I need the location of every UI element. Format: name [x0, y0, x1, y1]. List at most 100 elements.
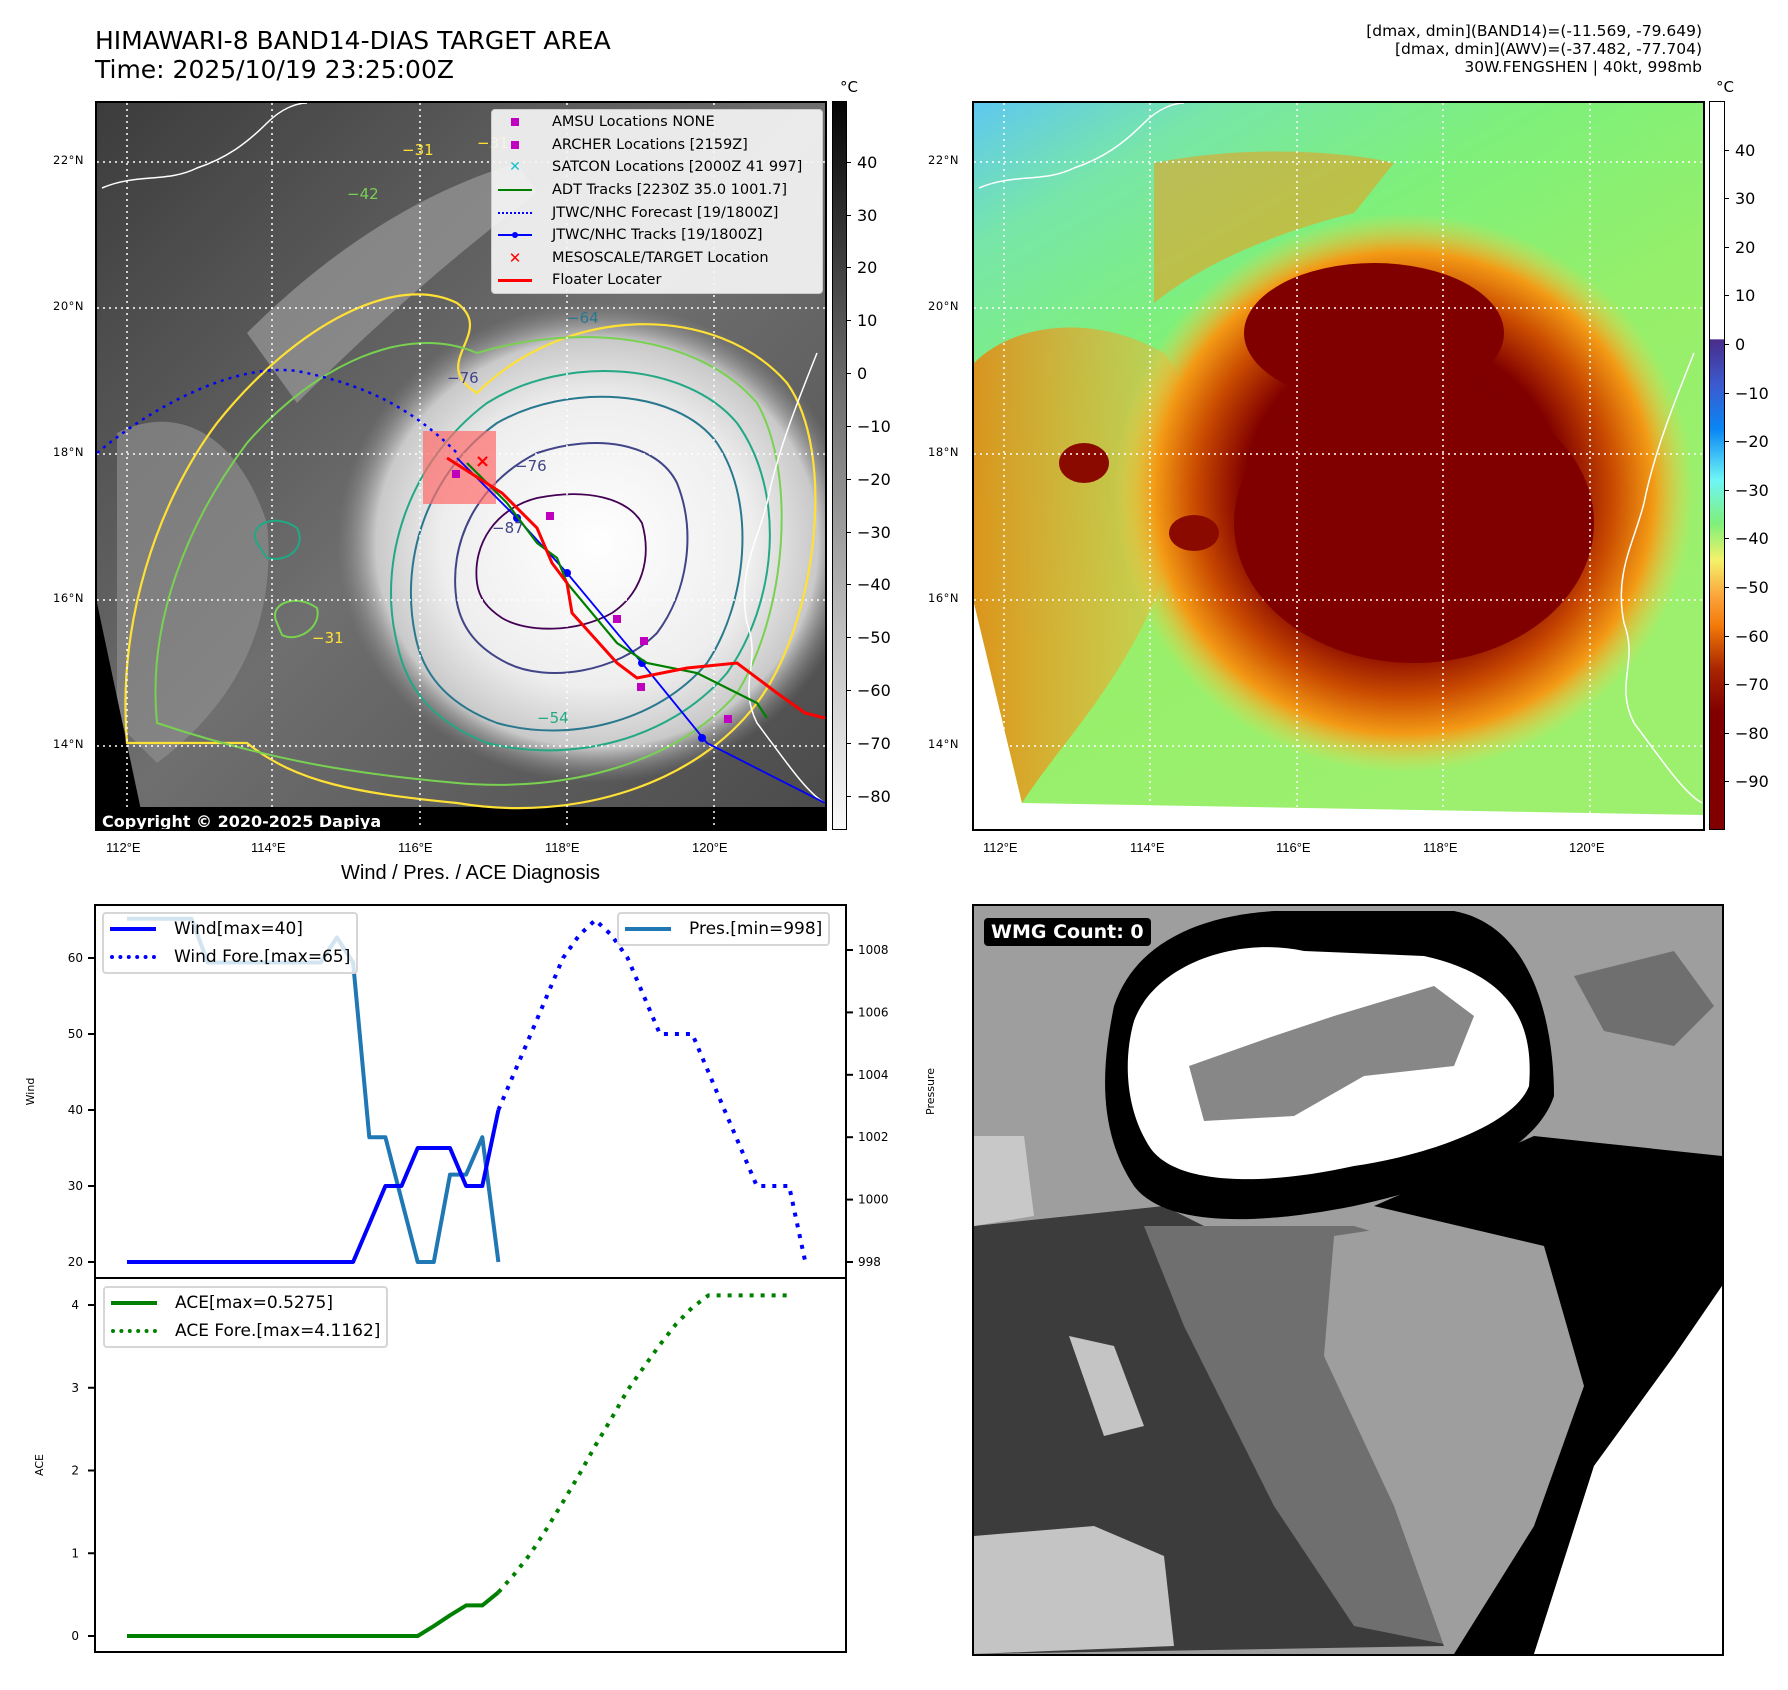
no-data-wedge [97, 603, 145, 829]
colorbar-tick-mark [847, 584, 851, 586]
legend-item-amsu: AMSU Locations NONE [492, 111, 822, 134]
colorbar-tick-mark [1725, 587, 1729, 588]
wmg-region-lightgray-mid [1069, 1336, 1144, 1436]
mesoscale-target-marker: × [475, 451, 490, 472]
coastline-luzon [1620, 352, 1703, 804]
colorbar-tick-mark [1725, 538, 1729, 540]
ace-axes-frame [94, 1277, 847, 1653]
colorbar-tick-label: 10 [857, 311, 878, 331]
ace-y-tick-label: 3 [71, 1381, 79, 1395]
colorbar-tick-mark [1725, 246, 1729, 248]
ace-y-tick-label: 4 [71, 1298, 79, 1312]
contour-label: −76 [447, 369, 479, 387]
legend-item-adt: ADT Tracks [2230Z 35.0 1001.7] [492, 179, 822, 202]
colorbar-tick-label: −50 [857, 628, 891, 648]
legend-item-archer: ARCHER Locations [2159Z] [492, 134, 822, 157]
lat-label: 20°N [928, 299, 959, 313]
wind-forecast-line [496, 918, 808, 1263]
colorbar-tick-label: 40 [857, 152, 878, 172]
pressure-y-tick-label: 998 [858, 1255, 881, 1269]
lon-label: 114°E [1130, 840, 1165, 855]
colorbar-tick-mark [847, 795, 851, 797]
contour-cell-sw [274, 599, 319, 639]
archer-markers [452, 470, 732, 723]
x-marker-icon: ✕ [508, 248, 522, 267]
coastline-luzon [743, 352, 825, 804]
cloud-band-north [247, 163, 537, 403]
contour-indigo [454, 442, 689, 674]
x-marker-icon: ✕ [509, 159, 521, 176]
wmg-image [974, 911, 1722, 1654]
figure-title: HIMAWARI-8 BAND14-DIAS TARGET AREA Time:… [95, 26, 611, 84]
legend-item-ace-forecast: ACE Fore.[max=4.1162] [111, 1317, 380, 1345]
wmg-panel: WMG Count: 0 [972, 904, 1724, 1656]
wind-y-tick-label: 40 [68, 1103, 83, 1117]
contour-label: −31 [402, 141, 434, 159]
legend-item-jtwc-tracks: JTWC/NHC Tracks [19/1800Z] [492, 224, 822, 247]
colorbar-tick-mark [1725, 781, 1729, 783]
floater-track [446, 456, 825, 720]
legend-item-wind: Wind[max=40] [110, 915, 350, 943]
lon-label: 120°E [692, 840, 728, 855]
legend-item-jtwc-forecast: JTWC/NHC Forecast [19/1800Z] [492, 201, 822, 224]
awv-map-image [974, 103, 1703, 829]
pressure-y-tick-label: 1004 [858, 1068, 889, 1082]
line-icon [492, 274, 538, 286]
colorbar-tick-label: 30 [857, 205, 878, 225]
legend-item-pressure: Pres.[min=998] [625, 915, 822, 943]
title-line-1: HIMAWARI-8 BAND14-DIAS TARGET AREA [95, 26, 611, 55]
colorbar-tick-label: −40 [1735, 529, 1769, 549]
colorbar-tick-mark [1725, 489, 1729, 491]
colorbar-tick-label: 10 [1735, 286, 1756, 306]
square-marker-icon [492, 139, 538, 151]
colorbar-tick-label: −70 [857, 733, 891, 753]
ace-y-tick-label: 1 [71, 1546, 79, 1560]
colorbar-tick-label: 0 [857, 364, 868, 384]
lon-label: 114°E [251, 840, 286, 855]
dotted-line-icon [111, 1329, 157, 1333]
awv-range: [dmax, dmin](AWV)=(-37.482, -77.704) [1395, 40, 1702, 58]
wind-y-tick-label: 50 [68, 1027, 83, 1041]
storm-cdo [337, 303, 825, 783]
colorbar-tick-mark [1725, 295, 1729, 297]
ace-y-tick-label: 0 [71, 1629, 79, 1643]
colorbar-tick-label: −10 [857, 416, 891, 436]
contour-label: −31 [312, 629, 344, 647]
colorbar-tick-label: 20 [857, 258, 878, 278]
lat-label: 22°N [53, 153, 84, 167]
lon-label: 120°E [1569, 840, 1605, 855]
right-colorbar [1709, 101, 1725, 830]
contour-label: −87 [492, 519, 524, 537]
colorbar-tick-label: −80 [857, 786, 891, 806]
colorbar-tick-mark [847, 161, 851, 163]
colorbar-tick-mark [1725, 441, 1729, 443]
copyright-label: Copyright © 2020-2025 Dapiya [97, 810, 387, 829]
line-icon [625, 927, 671, 931]
colorbar-tick-mark [1725, 392, 1729, 394]
colorbar-tick-mark [847, 690, 851, 691]
right-colorbar-unit: °C [1716, 78, 1734, 96]
band14-map: −31 −42 −31 −64 −76 −87 −54 −31 −76 [95, 101, 827, 831]
diagnosis-title: Wind / Pres. / ACE Diagnosis [341, 862, 600, 884]
legend-item-floater: Floater Locater [492, 269, 822, 292]
ace-axis-label: ACE [33, 1454, 46, 1476]
wind-y-tick-label: 60 [68, 951, 83, 965]
lat-label: 16°N [53, 591, 84, 605]
colorbar-tick-label: −30 [1735, 480, 1769, 500]
coastline-china [978, 103, 1185, 189]
colorbar-tick-mark [1725, 684, 1729, 686]
ace-forecast-line [496, 1293, 790, 1594]
colorbar-tick-mark [1725, 732, 1729, 734]
lat-label: 16°N [928, 591, 959, 605]
jtwc-track [456, 457, 825, 804]
ace-y-tick-label: 2 [71, 1464, 79, 1478]
awv-storm-core-south [1234, 383, 1594, 663]
colorbar-tick-label: −80 [1735, 723, 1769, 743]
pressure-y-tick-label: 1002 [858, 1130, 889, 1144]
ace-legend: ACE[max=0.5275] ACE Fore.[max=4.1162] [103, 1286, 389, 1348]
lat-label: 14°N [928, 737, 959, 751]
wmg-region-lightgray-sw [974, 1526, 1174, 1654]
storm-info: 30W.FENGSHEN | 40kt, 998mb [1464, 58, 1702, 76]
colorbar-tick-mark [847, 214, 851, 216]
lat-label: 14°N [53, 737, 84, 751]
